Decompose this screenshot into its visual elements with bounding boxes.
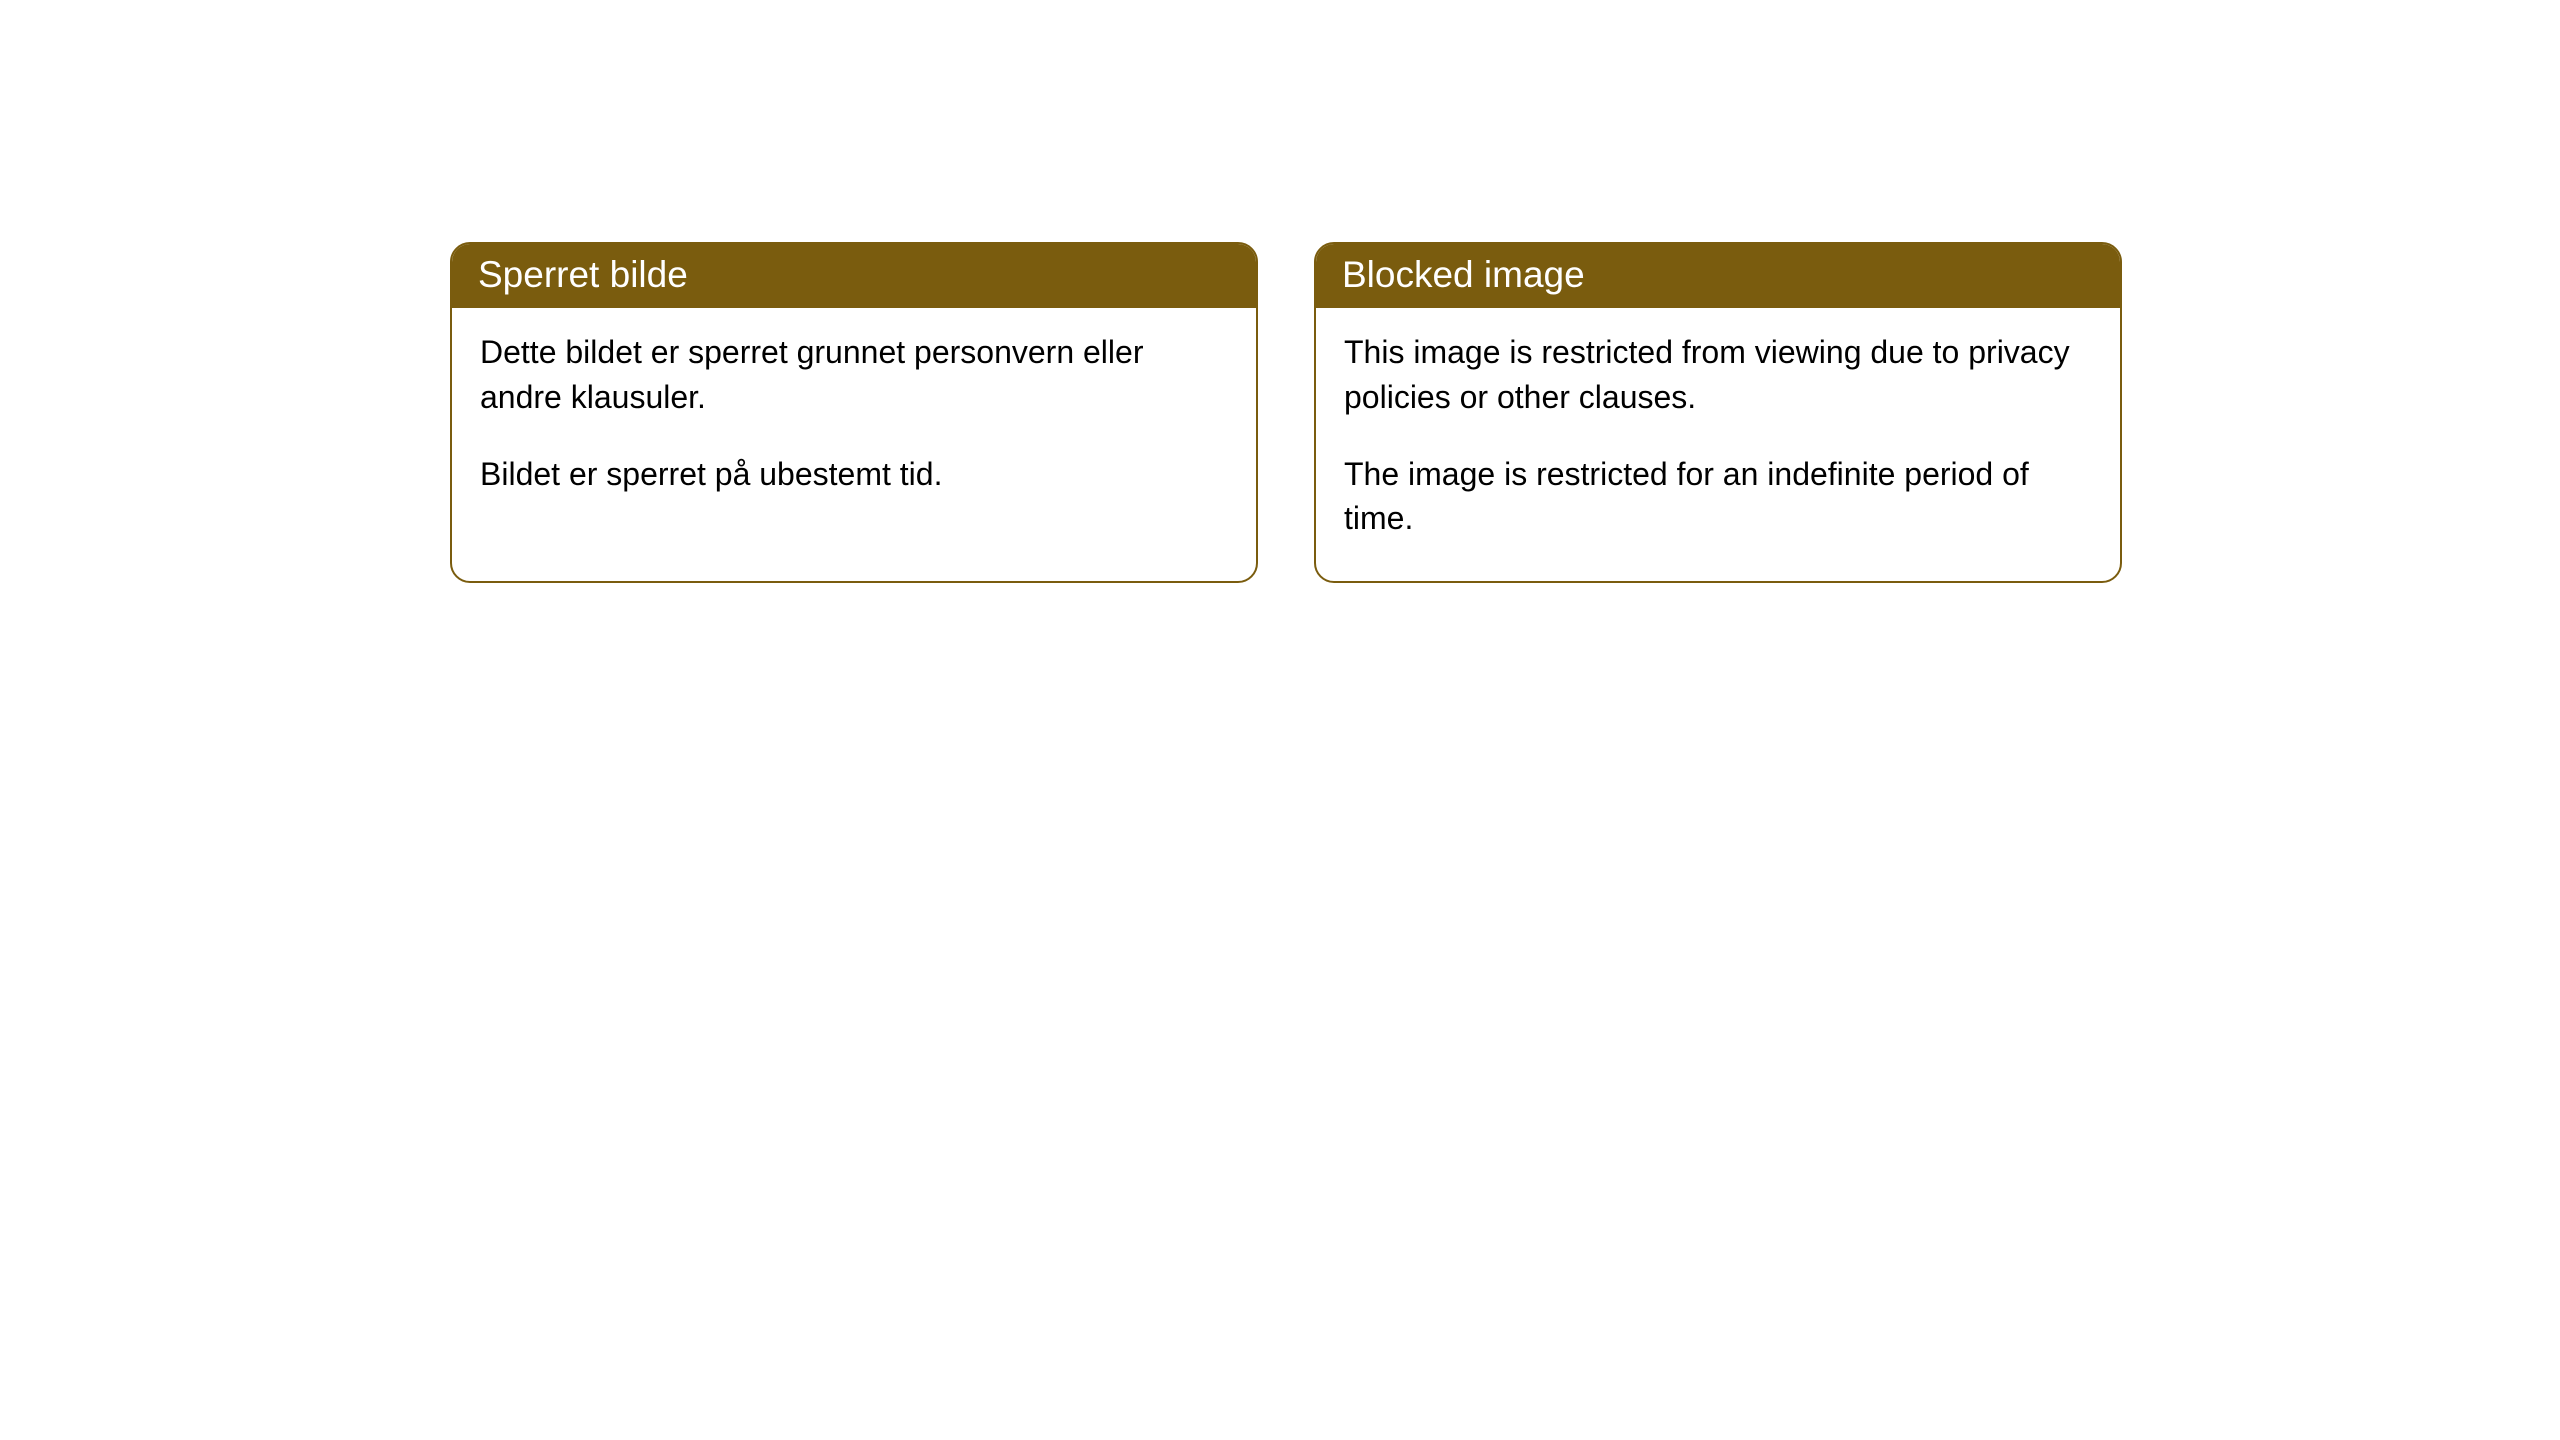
card-body-en: This image is restricted from viewing du…: [1316, 308, 2120, 581]
card-paragraph-2-en: The image is restricted for an indefinit…: [1344, 452, 2092, 542]
blocked-image-card-no: Sperret bilde Dette bildet er sperret gr…: [450, 242, 1258, 583]
card-paragraph-2-no: Bildet er sperret på ubestemt tid.: [480, 452, 1228, 497]
card-paragraph-1-no: Dette bildet er sperret grunnet personve…: [480, 330, 1228, 420]
card-paragraph-1-en: This image is restricted from viewing du…: [1344, 330, 2092, 420]
card-title-no: Sperret bilde: [452, 244, 1256, 308]
card-body-no: Dette bildet er sperret grunnet personve…: [452, 308, 1256, 536]
blocked-image-card-en: Blocked image This image is restricted f…: [1314, 242, 2122, 583]
cards-container: Sperret bilde Dette bildet er sperret gr…: [450, 242, 2122, 583]
card-title-en: Blocked image: [1316, 244, 2120, 308]
